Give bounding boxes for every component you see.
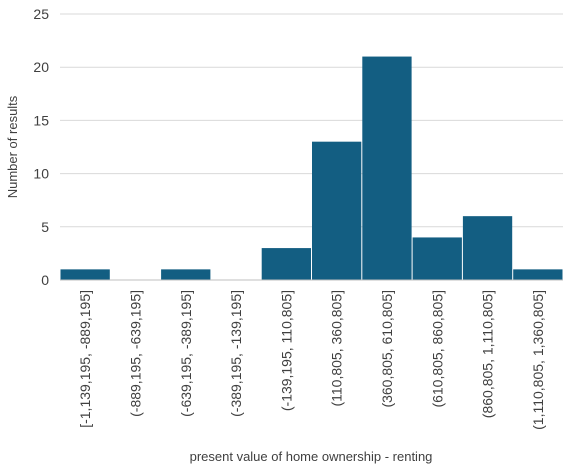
y-axis-title: Number of results	[5, 95, 20, 198]
histogram-bar	[362, 56, 412, 281]
y-tick-label: 20	[33, 59, 49, 75]
x-tick-label: (1,110,805, 1,360,805]	[530, 290, 546, 430]
histogram-bar	[161, 269, 211, 280]
histogram-bar	[60, 269, 110, 280]
x-tick-label: (860,805, 1,110,805]	[480, 290, 496, 418]
x-axis-ticks: [-1,139,195, -889,195] (-889,195, -639,19…	[77, 290, 546, 430]
y-tick-label: 5	[41, 219, 49, 235]
y-tick-label: 25	[33, 6, 49, 22]
x-tick-label: (-639,195, -389,195]	[178, 290, 194, 417]
histogram-bar	[312, 141, 362, 280]
bars	[60, 56, 563, 281]
histogram-bar	[412, 237, 462, 280]
x-tick-label: (-139,195, 110,805]	[278, 290, 294, 411]
x-tick-label: (-389,195, -139,195]	[228, 290, 244, 417]
y-axis-ticks: 0 5 10 15 20 25	[33, 6, 49, 288]
histogram-bar	[462, 216, 513, 280]
y-tick-label: 10	[33, 166, 49, 182]
y-tick-label: 15	[33, 112, 49, 128]
x-tick-label: (110,805, 360,805]	[329, 290, 345, 407]
y-tick-label: 0	[41, 272, 49, 288]
histogram-bar	[261, 248, 311, 280]
histogram-bar	[513, 269, 563, 280]
x-tick-label: (360,805, 610,805]	[379, 290, 395, 408]
x-tick-label: (610,805, 860,805]	[429, 290, 445, 408]
x-tick-label: [-1,139,195, -889,195]	[77, 290, 93, 428]
x-axis-title: present value of home ownership - rentin…	[190, 449, 433, 464]
gridlines	[60, 13, 563, 228]
x-tick-label: (-889,195, -639,195]	[127, 290, 143, 417]
